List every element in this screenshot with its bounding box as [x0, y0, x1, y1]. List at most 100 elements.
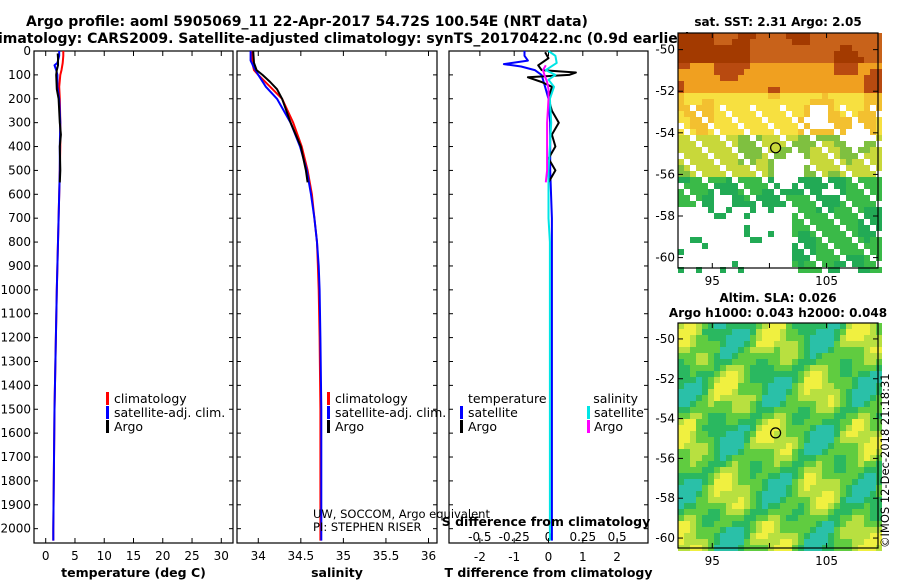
map-cell [702, 141, 708, 147]
map-cell [798, 261, 804, 267]
map-cell [708, 57, 714, 63]
map-cell [792, 195, 798, 201]
map-cell [846, 225, 852, 231]
map-cell [708, 419, 714, 425]
map-cell [744, 485, 750, 491]
map-cell [756, 341, 762, 347]
map-cell [702, 323, 708, 329]
map-cell [834, 335, 840, 341]
map-cell [702, 443, 708, 449]
map-cell [720, 329, 726, 335]
map-cell [804, 491, 810, 497]
map-cell [756, 153, 762, 159]
map-cell [768, 105, 774, 111]
map-cell [840, 353, 846, 359]
map-cell [744, 461, 750, 467]
map-cell [768, 497, 774, 503]
map-cell [678, 467, 684, 473]
map-cell [840, 213, 846, 219]
map-cell [774, 479, 780, 485]
map-cell [834, 401, 840, 407]
map-cell [714, 105, 720, 111]
map-cell [810, 377, 816, 383]
map-cell [696, 159, 702, 165]
map-cell [858, 485, 864, 491]
map-cell [834, 117, 840, 123]
map-cell [876, 341, 882, 347]
map-cell [750, 521, 756, 527]
map-cell [726, 69, 732, 75]
map-cell [786, 371, 792, 377]
map-cell [858, 237, 864, 243]
map-cell [750, 473, 756, 479]
map-cell [774, 527, 780, 533]
map-cell [798, 189, 804, 195]
map-cell [804, 377, 810, 383]
map-cell [774, 515, 780, 521]
s-tick-label: 0.5 [608, 530, 627, 544]
map-cell [690, 437, 696, 443]
y-tick-label: 200 [8, 92, 31, 106]
map-cell [846, 443, 852, 449]
map-cell [816, 467, 822, 473]
series-line-argo [252, 50, 309, 183]
map-cell [702, 63, 708, 69]
map-cell [840, 111, 846, 117]
map-cell [822, 431, 828, 437]
map-cell [738, 147, 744, 153]
map-cell [804, 455, 810, 461]
map-cell [768, 407, 774, 413]
map-cell [756, 449, 762, 455]
map-cell [822, 503, 828, 509]
map-cell [690, 383, 696, 389]
map-cell [798, 473, 804, 479]
map-cell [870, 207, 876, 213]
map-cell [840, 449, 846, 455]
map-cell [678, 395, 684, 401]
map-cell [810, 419, 816, 425]
map-cell [684, 491, 690, 497]
map-cell [732, 431, 738, 437]
map-cell [744, 153, 750, 159]
map-cell [780, 123, 786, 129]
map-cell [876, 521, 882, 527]
map-cell [762, 479, 768, 485]
map-cell [696, 533, 702, 539]
y-tick-label: 1700 [0, 450, 31, 464]
map-cell [678, 87, 684, 93]
map-cell [816, 371, 822, 377]
map-cell [714, 425, 720, 431]
map-cell [804, 147, 810, 153]
map-cell [696, 515, 702, 521]
map-cell [726, 521, 732, 527]
map-cell [798, 401, 804, 407]
map-cell [798, 533, 804, 539]
map-cell [864, 521, 870, 527]
map-cell [816, 81, 822, 87]
map-cell [810, 237, 816, 243]
map-cell [684, 171, 690, 177]
map-cell [822, 165, 828, 171]
map-cell [858, 99, 864, 105]
map-cell [720, 383, 726, 389]
map-cell [840, 401, 846, 407]
map-cell [834, 135, 840, 141]
map-cell [876, 467, 882, 473]
map-cell [810, 171, 816, 177]
legend-label-argo: Argo [335, 419, 364, 434]
map-cell [858, 261, 864, 267]
map-cell [852, 33, 858, 39]
map-cell [822, 419, 828, 425]
map-cell [876, 63, 882, 69]
map-cell [792, 111, 798, 117]
map-cell [816, 539, 822, 545]
map-cell [864, 255, 870, 261]
map-cell [852, 39, 858, 45]
map-cell [816, 207, 822, 213]
map-cell [828, 99, 834, 105]
map-cell [702, 93, 708, 99]
map-cell [780, 117, 786, 123]
map-cell [726, 515, 732, 521]
map-cell [732, 111, 738, 117]
map-cell [726, 527, 732, 533]
